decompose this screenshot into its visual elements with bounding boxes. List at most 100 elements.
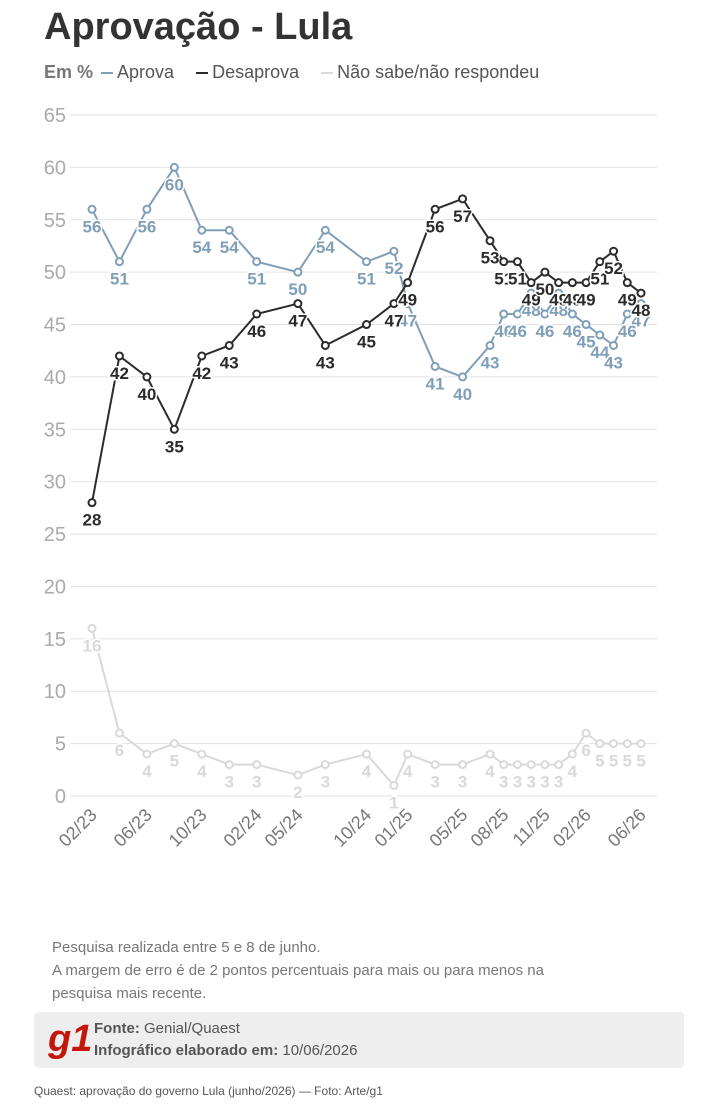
x-tick-label: 06/26 xyxy=(604,805,650,851)
point xyxy=(581,728,591,738)
point xyxy=(389,781,399,791)
point xyxy=(554,288,564,298)
point xyxy=(554,760,564,770)
notes: Pesquisa realizada entre 5 e 8 de junho.… xyxy=(52,936,544,1005)
value-label: 3 xyxy=(526,773,535,792)
value-label: 51 xyxy=(494,270,513,289)
point xyxy=(458,760,468,770)
point xyxy=(581,320,591,330)
point xyxy=(622,739,632,749)
y-tick-label: 10 xyxy=(44,681,66,703)
point xyxy=(362,749,371,759)
y-tick-label: 20 xyxy=(44,576,66,598)
y-tick-label: 5 xyxy=(55,734,66,756)
point xyxy=(403,278,413,288)
value-label: 51 xyxy=(357,270,376,289)
value-label: 3 xyxy=(458,773,467,792)
date-value: 10/06/2026 xyxy=(282,1042,358,1059)
point xyxy=(458,372,468,382)
value-label: 47 xyxy=(398,312,417,331)
point xyxy=(403,749,413,759)
value-label: 4 xyxy=(568,762,578,781)
value-label: 54 xyxy=(316,238,335,257)
value-label: 16 xyxy=(83,636,102,655)
value-label: 46 xyxy=(508,322,527,341)
point xyxy=(622,278,632,288)
value-label: 43 xyxy=(481,353,500,372)
point xyxy=(540,309,550,319)
point xyxy=(595,330,605,340)
y-tick-label: 30 xyxy=(44,472,66,494)
legend-item: Não sabe/não respondeu xyxy=(321,62,539,82)
note: A margem de erro é de 2 pontos percentua… xyxy=(52,962,544,979)
value-label: 4 xyxy=(197,762,207,781)
value-label: 48 xyxy=(549,301,568,320)
point xyxy=(114,351,124,361)
value-label: 46 xyxy=(563,322,582,341)
point xyxy=(499,760,509,770)
title: Aprovação - Lula xyxy=(44,6,353,48)
value-label: 5 xyxy=(170,752,179,771)
logo: g1 xyxy=(48,1018,93,1060)
value-label: 47 xyxy=(632,312,651,331)
value-label: 48 xyxy=(632,301,651,320)
point xyxy=(540,760,550,770)
value-label: 43 xyxy=(316,353,335,372)
point xyxy=(403,299,413,309)
value-label: 42 xyxy=(110,364,129,383)
value-label: 49 xyxy=(563,291,582,310)
y-tick-label: 15 xyxy=(44,629,66,651)
x-tick-label: 10/24 xyxy=(329,805,375,851)
value-label: 42 xyxy=(192,364,211,383)
y-tick-label: 50 xyxy=(44,262,66,284)
source-line: Fonte: Genial/Quaest xyxy=(94,1020,240,1037)
y-tick-label: 45 xyxy=(44,315,66,337)
value-label: 28 xyxy=(83,511,102,530)
value-label: 43 xyxy=(220,353,239,372)
value-label: 47 xyxy=(288,312,307,331)
y-tick-label: 0 xyxy=(55,786,66,808)
x-tick-label: 02/26 xyxy=(549,805,595,851)
point xyxy=(320,760,330,770)
point xyxy=(87,498,97,508)
point xyxy=(567,278,577,288)
legend-swatch xyxy=(101,72,114,75)
point xyxy=(389,246,399,256)
value-label: 46 xyxy=(535,322,554,341)
point xyxy=(595,257,605,267)
date-line: Infográfico elaborado em: 10/06/2026 xyxy=(94,1042,357,1059)
point xyxy=(224,225,234,235)
point xyxy=(320,340,330,350)
point xyxy=(169,162,179,172)
point xyxy=(142,204,152,214)
value-label: 50 xyxy=(535,280,554,299)
point xyxy=(636,739,646,749)
point xyxy=(224,340,234,350)
legend-label: Aprova xyxy=(117,62,175,82)
value-label: 45 xyxy=(357,333,376,352)
value-label: 3 xyxy=(225,773,234,792)
point xyxy=(293,770,303,780)
y-tick-label: 60 xyxy=(44,157,66,179)
value-label: 2 xyxy=(293,783,302,802)
point xyxy=(567,749,577,759)
value-label: 4 xyxy=(403,762,413,781)
date-label: Infográfico elaborado em: xyxy=(94,1042,279,1059)
value-label: 4 xyxy=(485,762,495,781)
point xyxy=(197,225,207,235)
legend-label: Não sabe/não respondeu xyxy=(337,62,540,82)
value-label: 60 xyxy=(165,175,184,194)
value-label: 56 xyxy=(137,217,156,236)
point xyxy=(485,340,495,350)
value-label: 44 xyxy=(590,343,609,362)
value-label: 51 xyxy=(590,270,609,289)
value-label: 53 xyxy=(481,249,500,268)
value-label: 49 xyxy=(577,291,596,310)
point xyxy=(389,299,399,309)
point xyxy=(512,760,522,770)
value-label: 46 xyxy=(618,322,637,341)
point xyxy=(609,340,619,350)
point xyxy=(526,288,536,298)
